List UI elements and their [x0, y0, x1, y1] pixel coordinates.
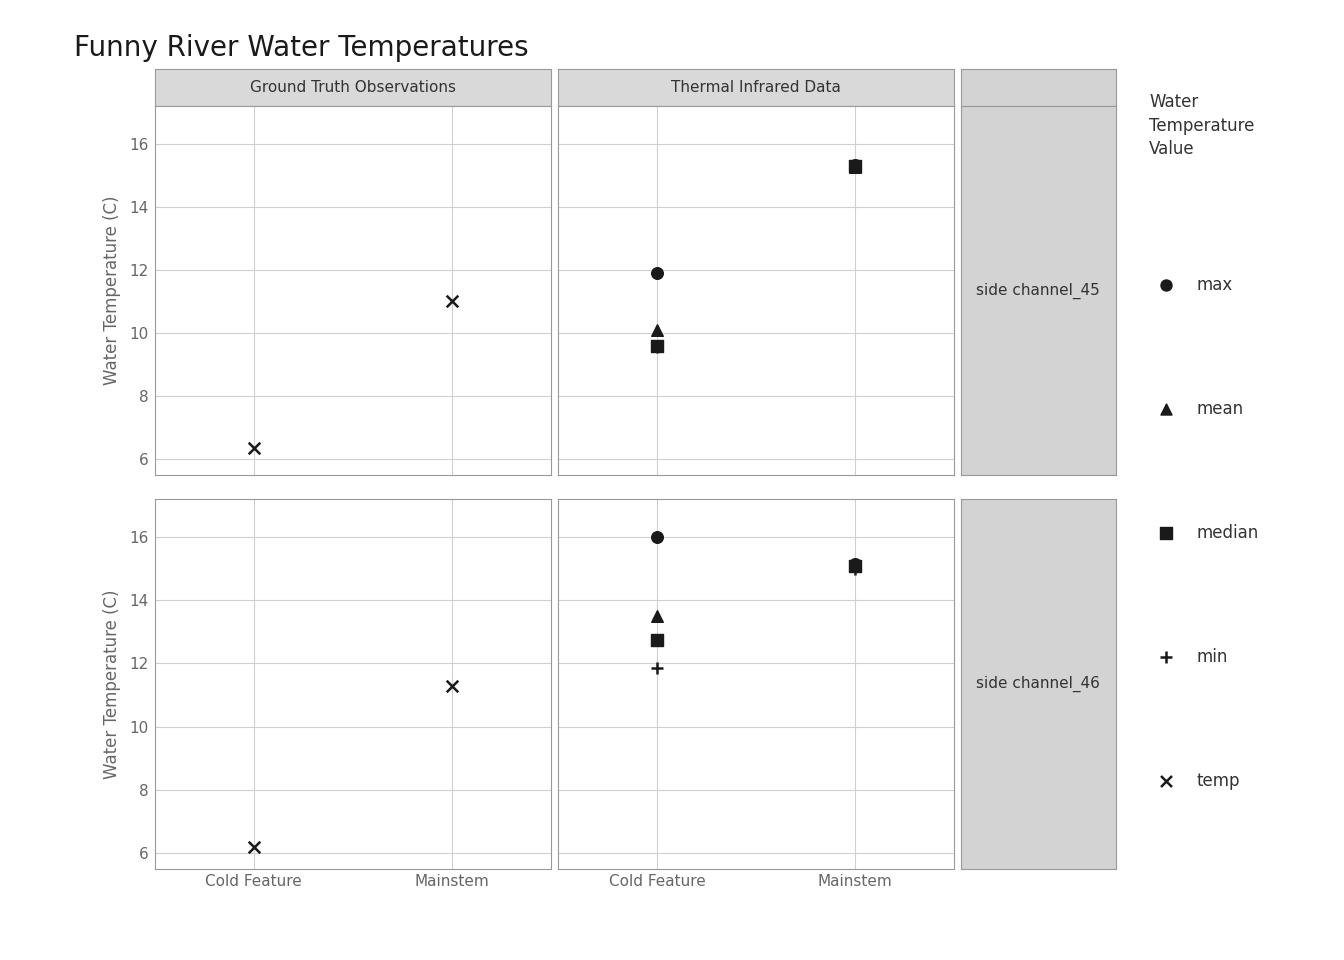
Point: [844, 158, 866, 174]
Point: [441, 678, 462, 693]
Point: [844, 158, 866, 174]
Point: [844, 561, 866, 576]
Point: [646, 265, 668, 280]
Point: [1156, 649, 1177, 664]
Text: max: max: [1196, 276, 1232, 294]
Point: [1156, 277, 1177, 293]
Point: [1156, 525, 1177, 540]
Point: [844, 556, 866, 571]
Point: [646, 632, 668, 647]
Point: [646, 529, 668, 544]
Text: mean: mean: [1196, 400, 1243, 418]
Point: [844, 558, 866, 573]
Text: side channel_46: side channel_46: [976, 676, 1101, 692]
Point: [844, 558, 866, 573]
Text: side channel_45: side channel_45: [976, 282, 1101, 299]
Point: [844, 159, 866, 175]
Text: median: median: [1196, 524, 1259, 542]
Point: [243, 839, 265, 854]
Point: [646, 660, 668, 676]
Text: Funny River Water Temperatures: Funny River Water Temperatures: [74, 34, 528, 61]
Point: [1156, 401, 1177, 417]
Point: [1156, 773, 1177, 788]
Text: Ground Truth Observations: Ground Truth Observations: [250, 80, 456, 95]
Point: [646, 340, 668, 355]
Text: Thermal Infrared Data: Thermal Infrared Data: [671, 80, 841, 95]
Text: min: min: [1196, 648, 1228, 666]
Text: Water
Temperature
Value: Water Temperature Value: [1149, 93, 1254, 158]
Point: [844, 157, 866, 173]
Point: [646, 338, 668, 353]
Text: temp: temp: [1196, 772, 1241, 790]
Y-axis label: Water Temperature (C): Water Temperature (C): [103, 196, 121, 385]
Y-axis label: Water Temperature (C): Water Temperature (C): [103, 589, 121, 779]
Point: [646, 609, 668, 624]
Point: [441, 294, 462, 309]
Point: [243, 441, 265, 456]
Point: [646, 323, 668, 338]
